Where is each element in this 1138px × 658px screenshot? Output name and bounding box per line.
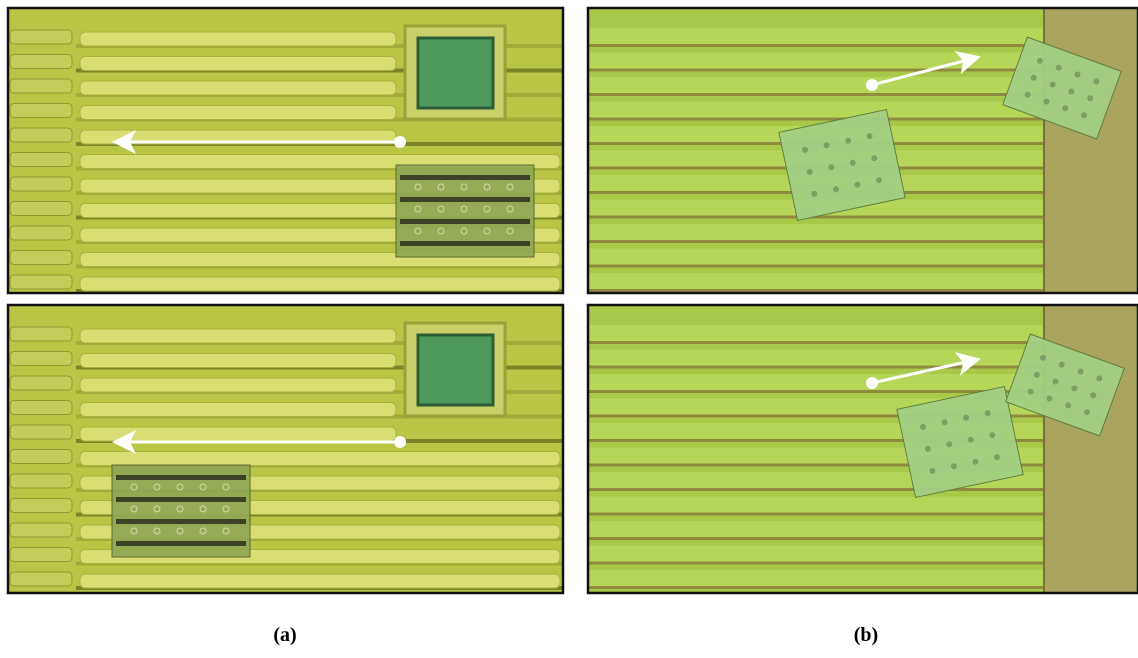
pad [10, 79, 72, 93]
arrow-dot [866, 377, 878, 389]
finger [80, 81, 396, 95]
chip-bar [400, 175, 530, 180]
finger [588, 350, 1043, 366]
chip-bar [400, 197, 530, 202]
pad [10, 352, 72, 366]
finger [80, 427, 396, 441]
gap [588, 586, 1043, 589]
gap [588, 289, 1043, 292]
finger [80, 57, 396, 71]
finger [80, 277, 560, 291]
pad [10, 226, 72, 240]
gap [588, 366, 1043, 369]
finger [588, 374, 1043, 390]
finger [80, 403, 396, 417]
chip-bar [116, 475, 246, 480]
finger [80, 452, 560, 466]
finger [80, 32, 396, 46]
pad [10, 523, 72, 537]
pad [10, 104, 72, 118]
arrow-dot [866, 79, 878, 91]
pad [10, 548, 72, 562]
arrow-dot [394, 136, 406, 148]
pad [10, 251, 72, 265]
micrograph-b-top [588, 8, 1138, 317]
gap [588, 513, 1043, 516]
finger [588, 273, 1043, 289]
finger [80, 106, 396, 120]
finger [80, 378, 396, 392]
gap [588, 611, 1043, 614]
finger [80, 354, 396, 368]
chip-bar [116, 541, 246, 546]
chip-bar [400, 219, 530, 224]
pad [10, 450, 72, 464]
finger [588, 224, 1043, 240]
finger [588, 28, 1043, 44]
gap [588, 240, 1043, 243]
finger [80, 329, 396, 343]
finger [80, 574, 560, 588]
gap [588, 118, 1043, 121]
pad [10, 474, 72, 488]
pad [10, 327, 72, 341]
chip-bar [400, 241, 530, 246]
finger [588, 546, 1043, 562]
finger [80, 599, 560, 613]
finger [588, 521, 1043, 537]
pad-inner [418, 335, 493, 405]
pad [10, 128, 72, 142]
pad [10, 572, 72, 586]
pad [10, 202, 72, 216]
pad [10, 30, 72, 44]
micrograph-a-bottom [8, 305, 563, 615]
chip-bar [116, 497, 246, 502]
gap [588, 69, 1043, 72]
finger [588, 102, 1043, 118]
gap [588, 93, 1043, 96]
finger [588, 595, 1043, 611]
gap [588, 44, 1043, 47]
finger [588, 570, 1043, 586]
pad [10, 597, 72, 611]
arrow-dot [394, 436, 406, 448]
finger [588, 77, 1043, 93]
gap [588, 341, 1043, 344]
pad [10, 499, 72, 513]
finger [588, 249, 1043, 265]
pad [10, 55, 72, 69]
pad [10, 401, 72, 415]
micrograph-a-top [8, 8, 563, 318]
pad [10, 177, 72, 191]
finger [588, 53, 1043, 69]
micrograph-b-bottom [588, 305, 1138, 614]
chip-bar [116, 519, 246, 524]
pad [10, 425, 72, 439]
gap [588, 537, 1043, 540]
gap [588, 265, 1043, 268]
pad [10, 275, 72, 289]
figure: (a) (b) [0, 0, 1138, 658]
gap [76, 611, 563, 615]
pad-inner [418, 38, 493, 108]
pad [10, 153, 72, 167]
panel-label: (a) [273, 624, 296, 646]
gap [588, 562, 1043, 565]
finger [588, 497, 1043, 513]
gap [588, 488, 1043, 491]
pad [10, 376, 72, 390]
finger [588, 325, 1043, 341]
panel-label: (b) [854, 624, 878, 646]
